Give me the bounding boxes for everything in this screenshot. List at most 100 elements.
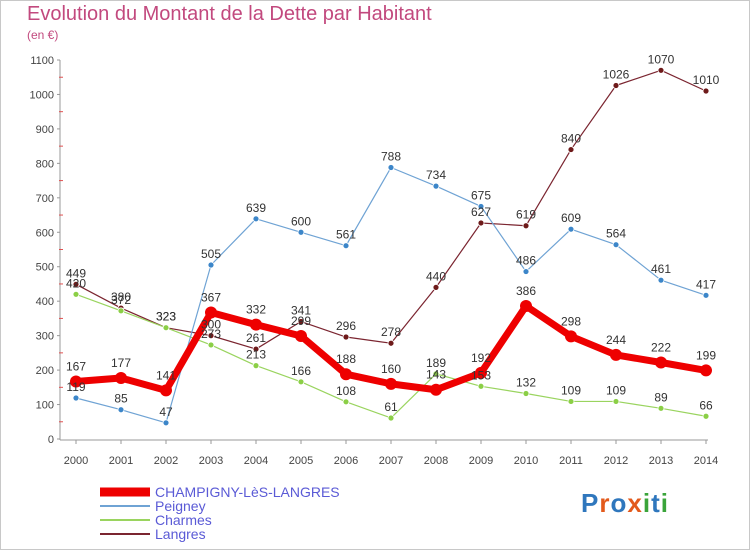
data-point — [72, 280, 80, 288]
data-point — [432, 370, 440, 378]
y-tick-label: 100 — [36, 400, 54, 412]
data-label: 675 — [471, 188, 491, 202]
logo-letter: t — [651, 488, 661, 518]
data-label: 108 — [336, 384, 356, 398]
x-tick-label: 2005 — [289, 455, 313, 467]
data-label: 89 — [654, 390, 668, 404]
data-label: 109 — [561, 383, 581, 397]
data-point — [477, 382, 485, 390]
data-label: 609 — [561, 211, 581, 225]
y-tick-label: 0 — [48, 434, 54, 446]
data-label: 298 — [561, 314, 581, 328]
data-point — [162, 324, 170, 332]
data-label: 564 — [606, 227, 626, 241]
data-point — [430, 383, 442, 396]
data-point — [252, 215, 260, 223]
data-point — [432, 182, 440, 190]
chart-unit: (en €) — [27, 28, 59, 42]
data-label: 734 — [426, 168, 446, 182]
data-label: 627 — [471, 205, 491, 219]
data-label: 61 — [384, 400, 398, 414]
chart-series — [70, 66, 712, 427]
data-point — [252, 345, 260, 353]
legend-label: Peigney — [155, 498, 206, 514]
y-tick-label: 1100 — [30, 55, 54, 67]
logo-letter: P — [581, 488, 600, 518]
logo-letter: x — [627, 488, 643, 518]
data-label: 261 — [246, 331, 266, 345]
data-point — [160, 384, 172, 397]
data-point — [612, 82, 620, 89]
data-point — [70, 375, 82, 388]
data-point — [342, 333, 350, 341]
data-label: 461 — [651, 262, 671, 276]
x-tick-label: 2004 — [244, 455, 268, 467]
data-point — [610, 348, 622, 361]
data-label: 788 — [381, 149, 401, 163]
legend-label: CHAMPIGNY-LèS-LANGRES — [155, 484, 340, 500]
data-point — [115, 372, 127, 385]
data-label: 561 — [336, 228, 356, 242]
data-point — [520, 300, 532, 313]
logo-letter: i — [642, 488, 652, 518]
y-tick-label: 1000 — [30, 89, 54, 101]
data-point — [522, 268, 530, 275]
data-point — [477, 203, 485, 210]
data-point — [205, 306, 217, 319]
data-point — [117, 406, 125, 414]
data-label: 141 — [156, 368, 176, 382]
x-tick-label: 2003 — [199, 455, 223, 467]
data-label: 278 — [381, 325, 401, 339]
data-label: 420 — [66, 276, 86, 290]
data-point — [250, 318, 262, 331]
x-tick-label: 2010 — [514, 455, 538, 467]
data-point — [252, 362, 260, 370]
legend-label: Charmes — [155, 512, 212, 528]
data-label: 386 — [516, 284, 536, 298]
y-tick-label: 900 — [36, 124, 54, 136]
data-point — [387, 164, 395, 171]
data-label: 341 — [291, 304, 311, 318]
y-tick-label: 800 — [36, 158, 54, 170]
y-tick-label: 600 — [36, 227, 54, 239]
data-point — [702, 412, 710, 420]
data-label: 85 — [114, 392, 128, 406]
chart-axes: 0 100 200 300 400 500 600 700 800 900 1000 1100 2000… — [30, 55, 719, 467]
x-tick-label: 2009 — [469, 455, 493, 467]
y-tick-label: 400 — [36, 296, 54, 308]
data-label: 244 — [606, 333, 626, 347]
data-point — [297, 378, 305, 386]
data-point — [567, 398, 575, 405]
data-label: 440 — [426, 269, 446, 283]
data-label: 600 — [291, 214, 311, 228]
data-point — [387, 339, 395, 347]
data-label: 1026 — [603, 67, 630, 81]
data-point — [567, 146, 575, 153]
data-label: 619 — [516, 208, 536, 222]
data-label: 47 — [159, 405, 173, 419]
chart-legend: CHAMPIGNY-LèS-LANGRESPeigneyCharmesLangr… — [100, 484, 340, 542]
data-point — [657, 404, 665, 412]
x-tick-label: 2002 — [154, 455, 178, 467]
data-point — [342, 242, 350, 250]
x-tick-label: 2008 — [424, 455, 448, 467]
data-label: 323 — [156, 310, 176, 324]
y-tick-label: 200 — [36, 365, 54, 377]
data-point — [432, 283, 440, 291]
data-label: 486 — [516, 254, 536, 268]
logo-letter: r — [599, 488, 611, 518]
x-tick-label: 2012 — [604, 455, 628, 467]
data-point — [297, 228, 305, 236]
data-point — [207, 332, 215, 340]
logo-letter: i — [660, 488, 669, 518]
y-tick-label: 700 — [36, 193, 54, 205]
data-label: 299 — [291, 314, 311, 328]
data-label: 177 — [111, 356, 131, 370]
data-label: 167 — [66, 359, 86, 373]
y-tick-label: 300 — [36, 331, 54, 343]
data-label: 222 — [651, 341, 671, 355]
x-tick-label: 2007 — [379, 455, 403, 467]
data-label: 166 — [291, 364, 311, 378]
data-point — [702, 291, 710, 299]
